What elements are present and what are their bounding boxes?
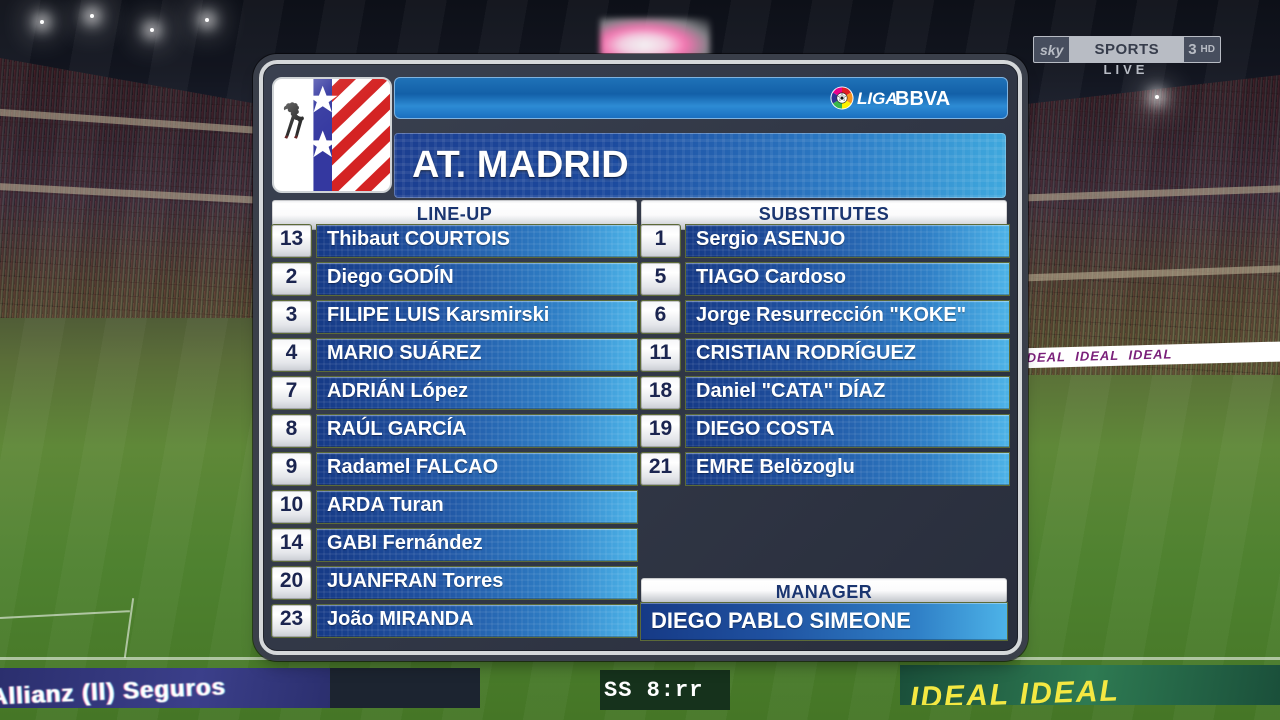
svg-text:BBVA: BBVA: [895, 88, 950, 110]
svg-text:LIGA: LIGA: [857, 89, 898, 108]
